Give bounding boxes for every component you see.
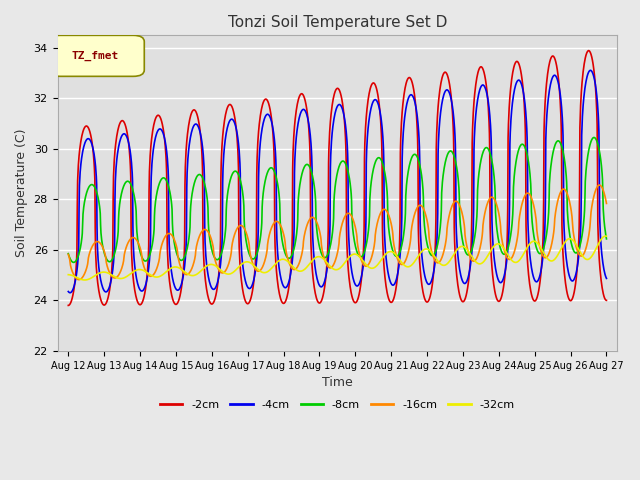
FancyBboxPatch shape (49, 36, 144, 76)
Title: Tonzi Soil Temperature Set D: Tonzi Soil Temperature Set D (228, 15, 447, 30)
Y-axis label: Soil Temperature (C): Soil Temperature (C) (15, 129, 28, 257)
Text: TZ_fmet: TZ_fmet (72, 51, 119, 61)
X-axis label: Time: Time (322, 376, 353, 389)
Legend: -2cm, -4cm, -8cm, -16cm, -32cm: -2cm, -4cm, -8cm, -16cm, -32cm (156, 396, 519, 415)
